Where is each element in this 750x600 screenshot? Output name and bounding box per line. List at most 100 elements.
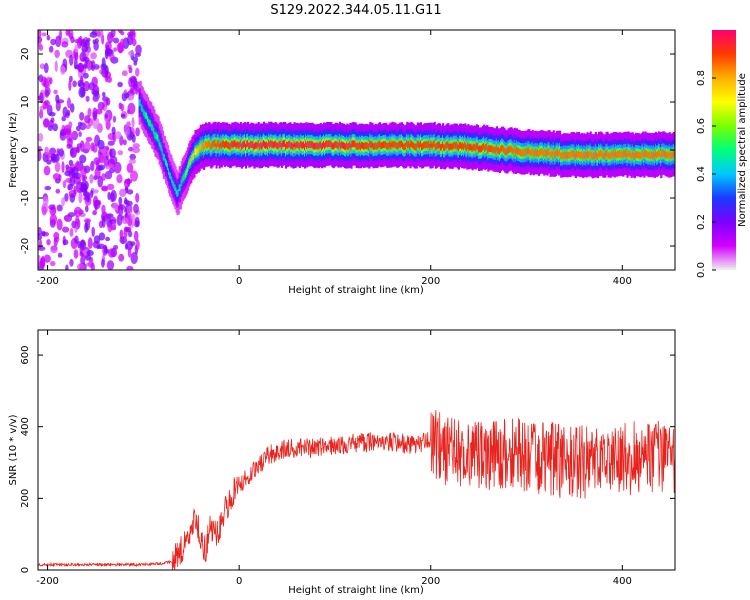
noise-blob	[126, 205, 133, 216]
noise-blob	[76, 125, 81, 132]
noise-blob	[132, 146, 141, 154]
noise-blob	[69, 258, 74, 267]
noise-blob	[85, 95, 90, 102]
noise-blob	[92, 210, 97, 216]
ridge-cell	[249, 142, 252, 149]
noise-blob	[57, 252, 63, 258]
noise-blob	[82, 57, 90, 62]
noise-blob	[63, 215, 69, 221]
noise-blob	[121, 70, 128, 77]
ridge-cell	[601, 150, 604, 158]
noise-blob	[43, 254, 51, 263]
noise-blob	[46, 239, 51, 246]
noise-blob	[61, 197, 65, 207]
noise-blob	[56, 218, 63, 231]
noise-blob	[79, 154, 87, 164]
noise-blob	[62, 226, 70, 233]
noise-blob	[123, 178, 130, 188]
noise-blob	[53, 232, 60, 240]
noise-blob	[97, 101, 105, 111]
noise-blob	[104, 170, 113, 180]
noise-blob	[134, 216, 140, 227]
x-tick-label: 0	[236, 276, 242, 287]
noise-blob	[106, 97, 111, 106]
y-tick-label: -20	[20, 238, 31, 254]
noise-blob	[84, 141, 91, 153]
colorbar-tick-label: 0.2	[696, 214, 707, 230]
snr-x-ticks: -200 0 200 400	[36, 330, 632, 587]
noise-blob	[77, 121, 83, 127]
noise-blob	[133, 203, 139, 214]
noise-blob	[54, 161, 61, 173]
noise-blob	[97, 164, 106, 171]
noise-blob	[72, 80, 77, 88]
noise-blob	[118, 204, 124, 216]
noise-blob	[43, 118, 50, 128]
ridge-cell	[571, 150, 574, 158]
noise-blob	[65, 264, 69, 270]
ridge-cell	[561, 152, 564, 160]
noise-blob	[117, 150, 124, 156]
noise-blob	[73, 172, 82, 180]
noise-blob	[71, 220, 77, 229]
colorbar-tick-label: 0.6	[696, 118, 707, 134]
ridge-cell	[219, 141, 222, 148]
noise-blob	[124, 243, 128, 250]
noise-blob	[38, 74, 44, 83]
colorbar-ticks: 0.0 0.2 0.4 0.6 0.8	[696, 70, 716, 278]
noise-blob	[38, 233, 43, 241]
noise-blob	[69, 228, 74, 237]
noise-blob	[92, 94, 99, 102]
noise-blob	[68, 80, 72, 91]
noise-blob	[136, 239, 140, 250]
noise-blob	[107, 222, 113, 233]
noise-blob	[82, 72, 89, 79]
noise-blob	[97, 175, 103, 188]
noise-blob	[128, 159, 136, 164]
noise-blob	[91, 226, 95, 237]
noise-blob	[83, 165, 91, 174]
snr-marks	[38, 409, 675, 570]
noise-blob	[68, 121, 73, 129]
y-tick-label: 20	[20, 48, 31, 61]
noise-blob	[131, 117, 135, 128]
noise-blob	[124, 226, 130, 233]
spectrogram-x-ticks: -200 0 200 400	[36, 30, 632, 287]
x-tick-label: 400	[613, 576, 632, 587]
noise-blob	[79, 252, 84, 257]
noise-blob	[83, 81, 90, 92]
noise-blob	[73, 249, 79, 259]
noise-blob	[39, 92, 44, 104]
noise-blob	[38, 44, 44, 51]
noise-blob	[67, 185, 71, 191]
noise-blob	[49, 214, 58, 225]
x-tick-label: 200	[421, 576, 440, 587]
noise-blob	[43, 62, 49, 74]
noise-blob	[62, 180, 67, 189]
noise-blob	[74, 206, 82, 218]
noise-blob	[102, 91, 106, 98]
noise-blob	[121, 217, 129, 225]
noise-blob	[112, 37, 120, 44]
noise-blob	[133, 230, 139, 242]
noise-blob	[48, 45, 54, 53]
ridge-cell	[200, 143, 203, 151]
spectrogram-panel: -200 0 200 400 -20 -10 0 10 20 Height of straig…	[8, 29, 676, 296]
noise-blob	[90, 262, 95, 270]
noise-blob	[110, 189, 117, 202]
noise-blob	[119, 188, 127, 197]
noise-blob	[44, 185, 52, 191]
noise-blob	[93, 157, 101, 166]
noise-blob	[61, 41, 69, 48]
noise-blob	[83, 218, 92, 223]
noise-blob	[130, 252, 138, 264]
noise-blob	[77, 263, 85, 270]
noise-blob	[135, 67, 140, 77]
noise-blob	[48, 204, 55, 210]
noise-blob	[118, 196, 123, 206]
noise-blob	[58, 148, 64, 157]
noise-blob	[52, 123, 58, 132]
snr-y-label: SNR (10 * v/v)	[8, 414, 19, 485]
ridge-cell	[620, 150, 623, 158]
noise-blob	[38, 150, 42, 162]
